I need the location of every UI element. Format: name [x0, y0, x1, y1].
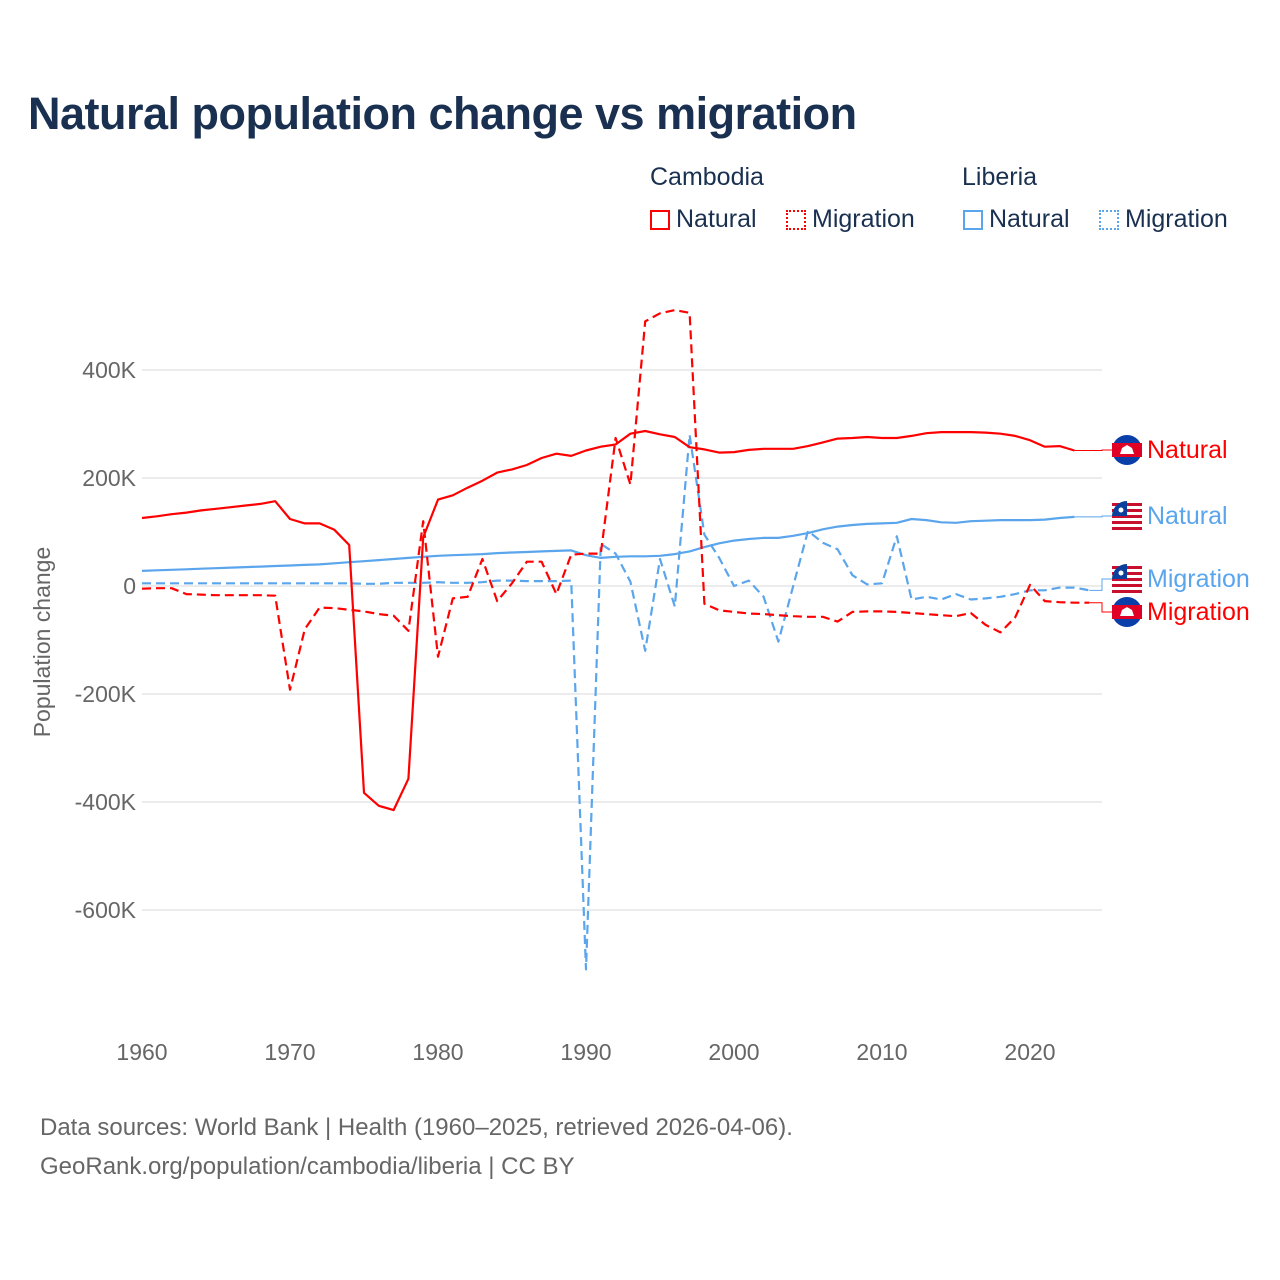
label-connector [1074, 515, 1112, 518]
end-label: Natural [1147, 502, 1228, 530]
x-tick-label: 2010 [856, 1039, 907, 1065]
cambodia-flag-icon [1112, 435, 1142, 465]
cambodia-flag-icon [1112, 597, 1142, 627]
series-line-cambodia-migration [141, 309, 1090, 691]
series-line-liberia-natural [141, 515, 1075, 572]
x-tick-label: 1990 [560, 1039, 611, 1065]
label-connector [1089, 602, 1112, 613]
liberia-flag-icon [1112, 501, 1142, 531]
legend-liberia-natural[interactable]: Natural [963, 205, 1070, 234]
x-tick-label: 1960 [116, 1039, 167, 1065]
end-label: Natural [1147, 436, 1228, 464]
data-source-note: Data sources: World Bank | Health (1960–… [40, 1114, 793, 1141]
y-tick-label: 0 [123, 573, 136, 599]
legend-group-cambodia: Cambodia [650, 163, 764, 191]
x-tick-label: 1970 [264, 1039, 315, 1065]
attribution-link[interactable]: GeoRank.org/population/cambodia/liberia … [40, 1153, 575, 1180]
x-tick-label: 1980 [412, 1039, 463, 1065]
legend-group-liberia: Liberia [962, 163, 1038, 191]
legend-cambodia-migration[interactable]: Migration [786, 205, 915, 234]
legend-swatch-solid [650, 209, 670, 230]
y-axis-label: Population change [29, 547, 55, 738]
legend-label: Migration [812, 205, 915, 233]
footer: Data sources: World Bank | Health (1960–… [40, 1108, 793, 1186]
y-tick-label: -600K [75, 897, 137, 923]
y-tick-label: 200K [82, 465, 136, 491]
y-tick-label: -400K [75, 789, 137, 815]
x-tick-label: 2000 [708, 1039, 759, 1065]
liberia-flag-icon [1112, 564, 1142, 594]
end-label: Migration [1147, 565, 1250, 593]
legend-label: Natural [989, 205, 1070, 233]
label-connector [1089, 578, 1112, 591]
chart-title: Natural population change vs migration [28, 88, 857, 139]
legend-swatch-solid [963, 209, 983, 230]
series-line-liberia-migration [142, 433, 1090, 971]
y-tick-label: 400K [82, 357, 136, 383]
x-tick-label: 2020 [1004, 1039, 1055, 1065]
y-tick-label: -200K [75, 681, 137, 707]
end-label: Migration [1147, 598, 1250, 626]
legend-liberia-migration[interactable]: Migration [1099, 205, 1228, 234]
legend-label: Natural [676, 205, 757, 233]
legend-label: Migration [1125, 205, 1228, 233]
legend-swatch-dotted [1099, 209, 1119, 230]
legend-cambodia-natural[interactable]: Natural [650, 205, 757, 234]
legend-swatch-dotted [786, 209, 806, 230]
series-line-cambodia-natural [141, 429, 1075, 812]
